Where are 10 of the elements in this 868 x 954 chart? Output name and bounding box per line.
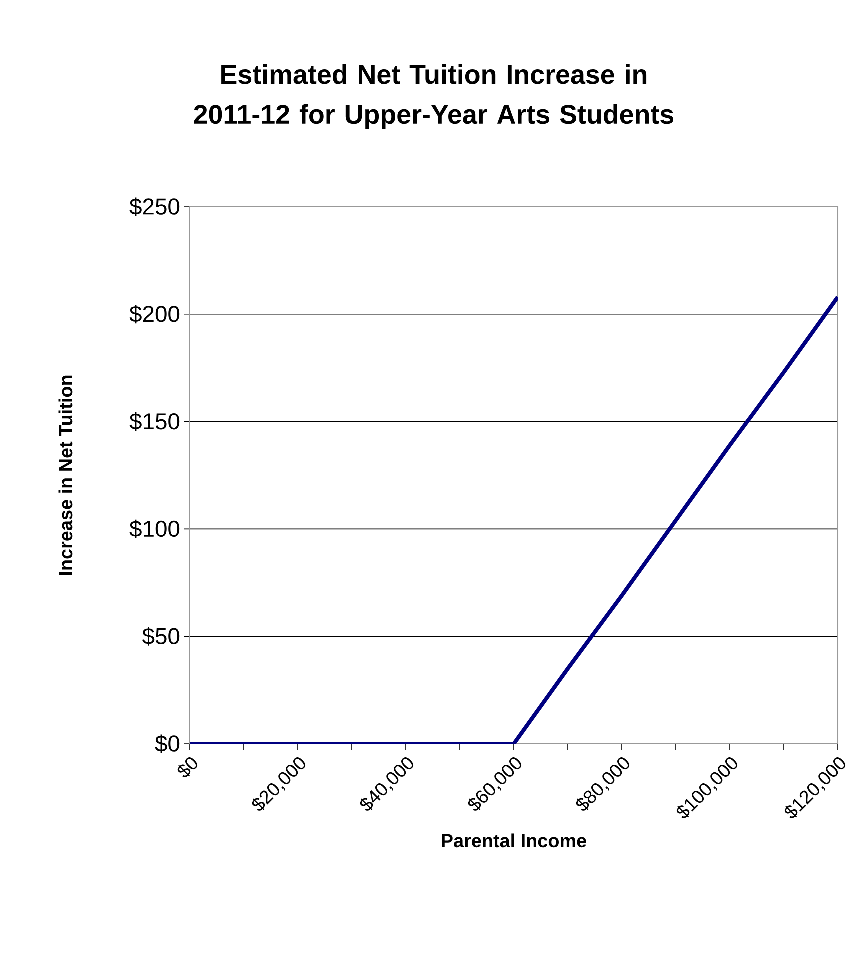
x-tick-label: $0: [178, 757, 198, 778]
y-axis-title: Increase in Net Tuition: [58, 376, 73, 576]
y-tick-label: $200: [130, 305, 180, 324]
x-axis-title: Parental Income: [442, 834, 586, 848]
y-tick-label: $50: [142, 627, 180, 646]
chart-title: Estimated Net Tuition Increase in 2011-12 for Upper-Year Arts Students: [194, 64, 674, 130]
y-tick-label: $150: [130, 412, 180, 432]
y-tick-label: $0: [155, 734, 180, 754]
y-tick-label: $100: [130, 520, 180, 538]
y-tick-label: $250: [130, 198, 180, 216]
